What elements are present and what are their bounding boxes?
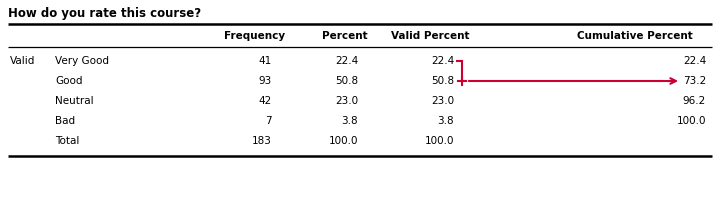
Text: 100.0: 100.0	[677, 116, 706, 126]
Text: 7: 7	[266, 116, 272, 126]
Text: Neutral: Neutral	[55, 96, 94, 106]
Text: 73.2: 73.2	[683, 76, 706, 86]
Text: Total: Total	[55, 136, 79, 146]
Text: 22.4: 22.4	[683, 56, 706, 66]
Text: Very Good: Very Good	[55, 56, 109, 66]
Text: 100.0: 100.0	[425, 136, 454, 146]
Text: Valid Percent: Valid Percent	[391, 31, 469, 41]
Text: 23.0: 23.0	[431, 96, 454, 106]
Text: Cumulative Percent: Cumulative Percent	[577, 31, 693, 41]
Text: Percent: Percent	[322, 31, 368, 41]
Text: 96.2: 96.2	[683, 96, 706, 106]
Text: 23.0: 23.0	[335, 96, 358, 106]
Text: 183: 183	[252, 136, 272, 146]
Text: 100.0: 100.0	[328, 136, 358, 146]
Text: 22.4: 22.4	[431, 56, 454, 66]
Text: 3.8: 3.8	[437, 116, 454, 126]
Text: 3.8: 3.8	[341, 116, 358, 126]
Text: 41: 41	[258, 56, 272, 66]
Text: Bad: Bad	[55, 116, 75, 126]
Text: Frequency: Frequency	[225, 31, 286, 41]
Text: How do you rate this course?: How do you rate this course?	[8, 6, 201, 19]
Text: 42: 42	[258, 96, 272, 106]
Text: 50.8: 50.8	[431, 76, 454, 86]
Text: 93: 93	[258, 76, 272, 86]
Text: Good: Good	[55, 76, 83, 86]
Text: 50.8: 50.8	[335, 76, 358, 86]
Text: 22.4: 22.4	[335, 56, 358, 66]
Text: Valid: Valid	[10, 56, 35, 66]
